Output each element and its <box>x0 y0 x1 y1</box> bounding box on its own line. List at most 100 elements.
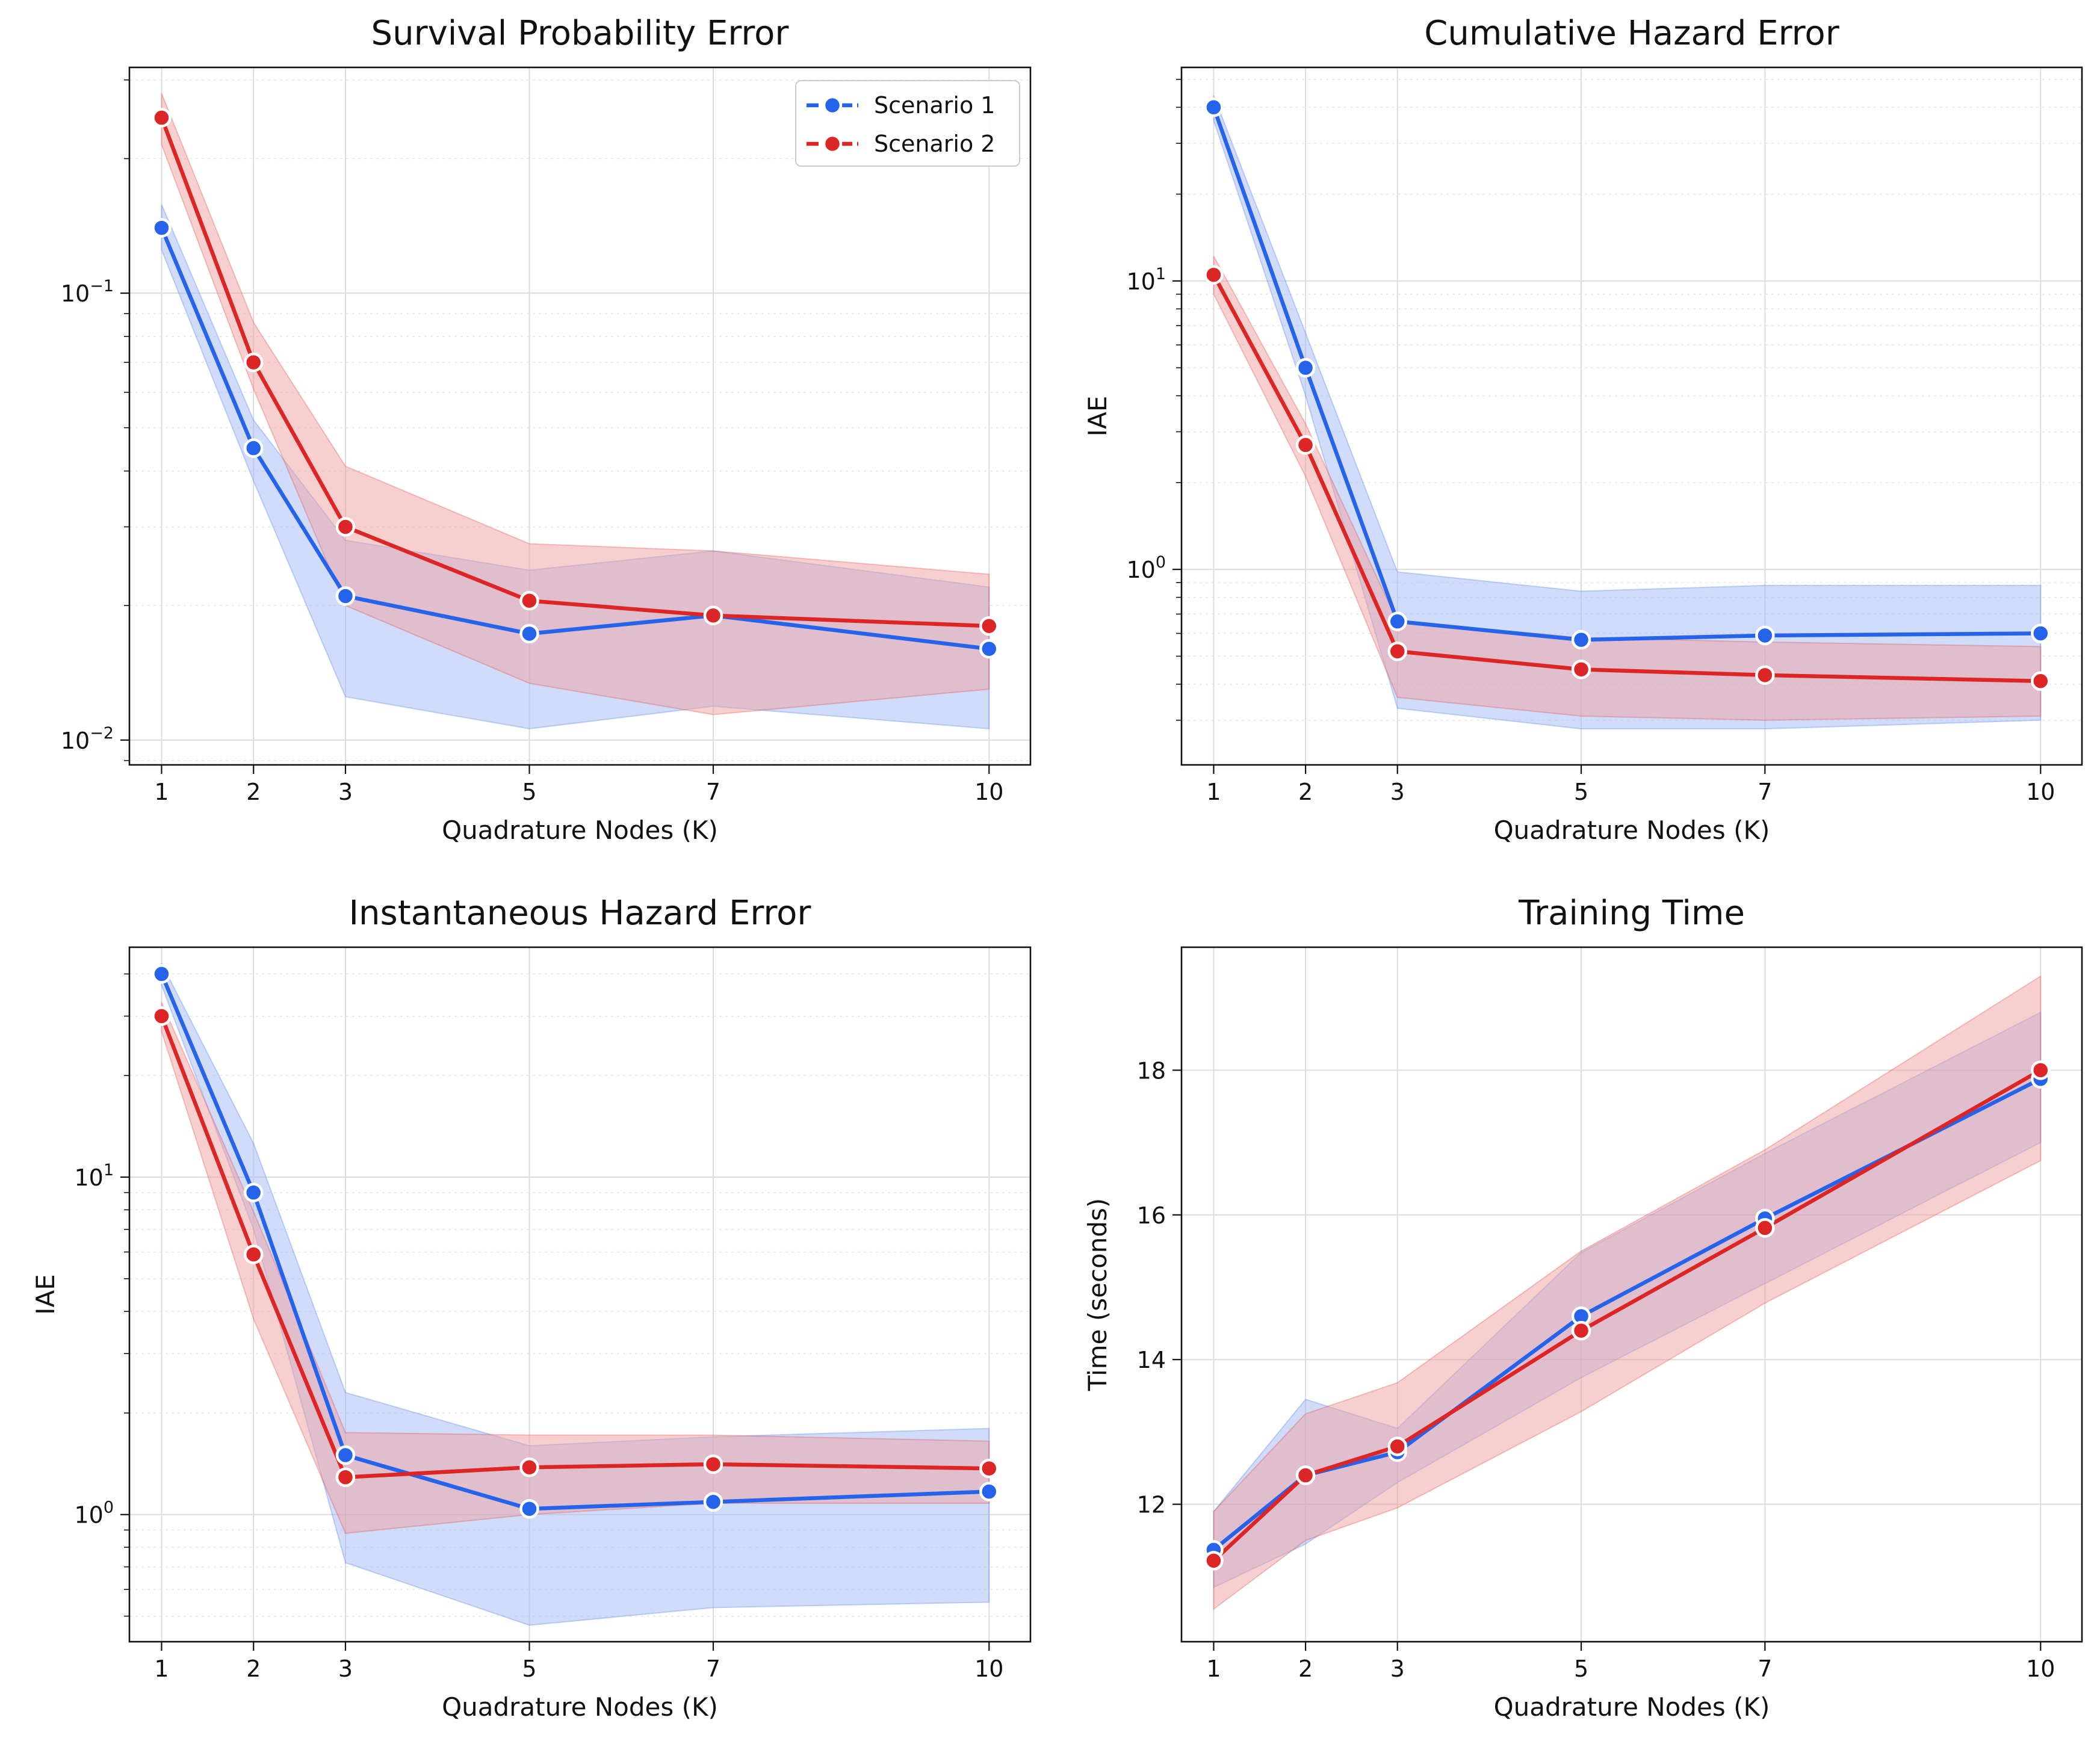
data-point-scenario-1 <box>243 438 264 458</box>
y-tick-label: 100 <box>1126 553 1166 583</box>
y-tick-label: 10−1 <box>61 277 114 307</box>
series-line-scenario-2 <box>160 117 990 628</box>
y-tick-label-base: 10 <box>74 1502 103 1529</box>
x-tick-label: 1 <box>154 779 169 805</box>
data-point-scenario-1 <box>1387 611 1407 631</box>
plot-frame <box>128 66 1032 766</box>
chart-title: Instantaneous Hazard Error <box>349 894 812 933</box>
data-point-scenario-2 <box>703 1454 723 1474</box>
y-axis-label: IAE <box>31 1274 60 1315</box>
plot-frame <box>1180 66 2083 766</box>
y-tick-label: 12 <box>1137 1492 1166 1518</box>
chart-title: Cumulative Hazard Error <box>1424 14 1839 53</box>
data-point-scenario-2 <box>1295 435 1316 455</box>
data-point-scenario-2 <box>1204 265 1224 285</box>
legend-marker <box>822 134 843 154</box>
data-point-scenario-1 <box>1755 625 1775 646</box>
data-point-scenario-1 <box>703 1492 723 1512</box>
data-point-scenario-2 <box>2031 671 2051 691</box>
y-tick-label: 14 <box>1137 1347 1166 1373</box>
data-point-scenario-1 <box>519 1498 539 1519</box>
x-tick-label: 1 <box>154 1656 169 1682</box>
x-tick-label: 3 <box>1390 779 1405 805</box>
data-point-scenario-1 <box>519 623 539 644</box>
series-line-scenario-2 <box>1212 274 2041 683</box>
x-axis-label: Quadrature Nodes (K) <box>1494 815 1770 845</box>
legend-label: Scenario 1 <box>874 92 995 119</box>
series-line-scenario-1 <box>1212 107 2041 642</box>
data-point-scenario-1 <box>335 1445 356 1465</box>
data-point-scenario-2 <box>243 1245 264 1264</box>
data-point-scenario-1 <box>243 1183 264 1202</box>
x-tick-label: 5 <box>1574 1656 1588 1682</box>
data-point-scenario-1 <box>979 1482 999 1501</box>
y-tick-label-exponent: −2 <box>90 724 114 743</box>
data-point-scenario-2 <box>979 1458 999 1479</box>
x-axis-label: Quadrature Nodes (K) <box>1494 1692 1770 1722</box>
y-axis-label: IAE <box>1083 396 1112 437</box>
y-axis-label: Time (seconds) <box>1083 1198 1112 1392</box>
data-point-scenario-1 <box>1204 97 1224 117</box>
series-line-scenario-1 <box>160 973 990 1511</box>
y-tick-label-base: 10 <box>1126 557 1155 583</box>
x-tick-label: 10 <box>2026 779 2055 805</box>
confidence-band-scenario-2 <box>161 1001 990 1534</box>
x-tick-label: 1 <box>1206 1656 1221 1682</box>
x-tick-label: 7 <box>706 1656 720 1682</box>
confidence-band-scenario-2 <box>161 93 990 716</box>
data-point-scenario-1 <box>1571 629 1591 650</box>
data-point-scenario-2 <box>335 517 356 537</box>
y-tick-label-exponent: 0 <box>1156 553 1166 572</box>
data-point-scenario-1 <box>152 964 172 984</box>
y-tick-label: 10−2 <box>61 724 114 754</box>
y-tick-label-base: 10 <box>74 1164 103 1191</box>
x-tick-label: 5 <box>522 1656 536 1682</box>
plot-frame <box>128 946 1032 1643</box>
x-tick-label: 5 <box>1574 779 1588 805</box>
y-tick-label-base: 10 <box>61 280 90 307</box>
x-tick-label: 2 <box>246 779 261 805</box>
x-tick-label: 10 <box>974 779 1003 805</box>
y-tick-label-base: 10 <box>61 728 90 754</box>
data-point-scenario-1 <box>1295 357 1316 378</box>
y-tick-label: 101 <box>74 1161 114 1191</box>
data-point-scenario-2 <box>335 1467 356 1487</box>
data-point-scenario-2 <box>979 616 999 636</box>
data-point-scenario-2 <box>1387 642 1407 661</box>
x-axis-label: Quadrature Nodes (K) <box>442 815 718 845</box>
y-tick-label-exponent: 1 <box>1156 265 1166 283</box>
legend: Scenario 1 Scenario 2 <box>795 80 1020 167</box>
series-line-scenario-2 <box>1212 1068 2042 1562</box>
chart-title: Training Time <box>1518 894 1745 933</box>
series-line-scenario-1 <box>160 227 990 651</box>
y-tick-label: 100 <box>74 1498 114 1529</box>
data-point-scenario-2 <box>152 108 172 128</box>
x-tick-label: 10 <box>2026 1656 2055 1682</box>
legend-label: Scenario 2 <box>874 131 995 157</box>
data-point-scenario-2 <box>152 1006 172 1026</box>
y-tick-label-exponent: 0 <box>104 1498 114 1517</box>
legend-entry-scenario-1: Scenario 1 <box>807 92 995 119</box>
y-tick-label: 16 <box>1137 1202 1166 1229</box>
y-tick-label-exponent: 1 <box>104 1161 114 1180</box>
data-point-scenario-1 <box>335 586 356 606</box>
x-tick-label: 10 <box>974 1656 1003 1682</box>
y-tick-label-base: 10 <box>1126 268 1155 295</box>
data-point-scenario-1 <box>2031 623 2051 643</box>
data-point-scenario-2 <box>243 352 264 373</box>
y-tick-label-exponent: −1 <box>90 277 114 295</box>
data-point-scenario-2 <box>1295 1465 1316 1485</box>
legend-marker <box>822 95 843 116</box>
data-point-scenario-2 <box>1755 1218 1775 1238</box>
x-tick-label: 7 <box>1758 1656 1772 1682</box>
y-tick-label: 18 <box>1137 1057 1166 1084</box>
data-point-scenario-2 <box>519 1458 539 1477</box>
x-tick-label: 7 <box>706 779 720 805</box>
chart-title: Survival Probability Error <box>371 14 790 53</box>
x-tick-label: 2 <box>246 1656 261 1682</box>
x-tick-label: 2 <box>1298 779 1313 805</box>
